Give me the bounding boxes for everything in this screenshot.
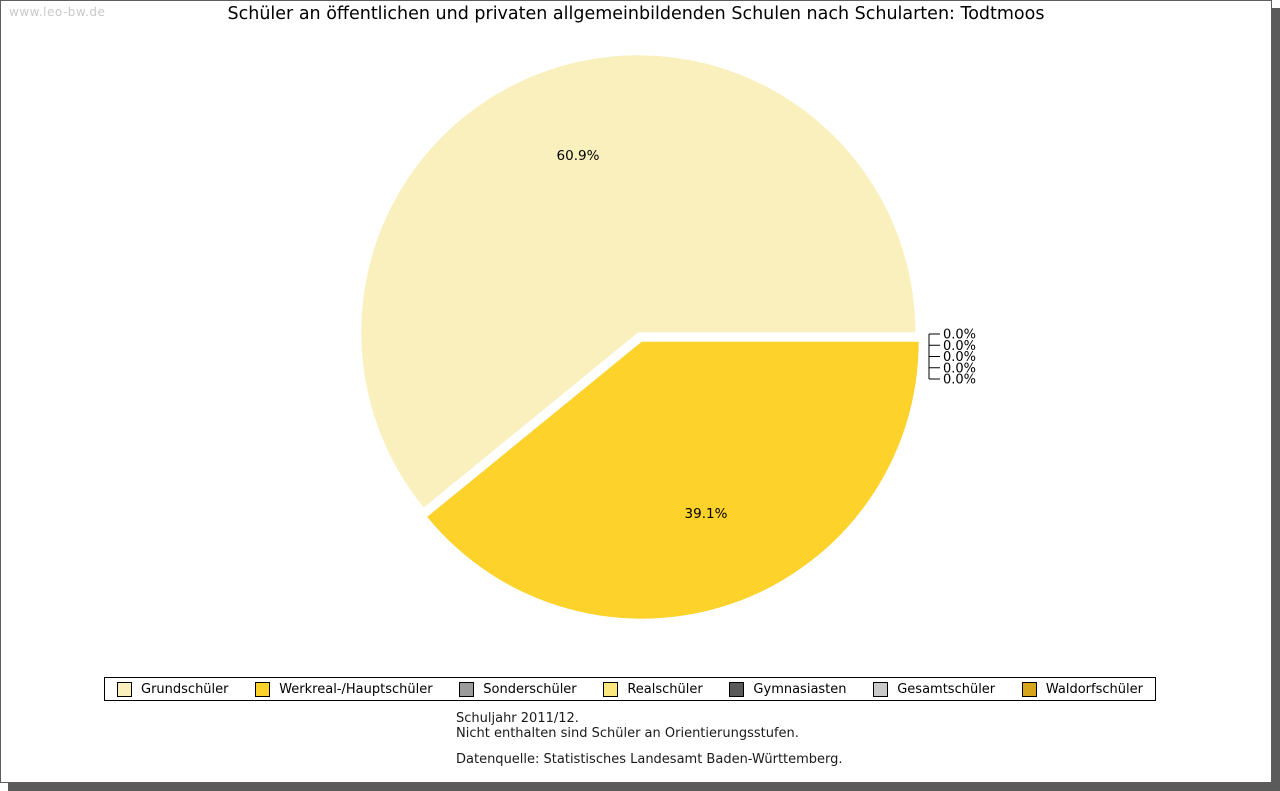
legend-item: Gymnasiasten [729,681,847,697]
pie-slice-1 [427,341,919,619]
footnote-schoolyear: Schuljahr 2011/12. [456,711,579,726]
slice-value-label: 39.1% [685,506,728,522]
legend-swatch [1021,681,1037,697]
legend-item: Waldorfschüler [1021,681,1143,697]
legend-swatch [729,681,745,697]
pie-slice-0 [361,55,916,508]
chart-title: Schüler an öffentlichen und privaten all… [227,4,1045,24]
legend-item: Realschüler [603,681,703,697]
footnote-source: Datenquelle: Statistisches Landesamt Bad… [456,752,843,767]
legend-swatch [459,681,475,697]
slice-value-label: 60.9% [557,148,600,164]
legend-label: Sonderschüler [483,681,577,697]
zero-slice-label: 0.0% [943,361,976,376]
zero-slice-label: 0.0% [943,350,976,365]
legend-swatch [603,681,619,697]
footnotes: Schuljahr 2011/12. Nicht enthalten sind … [456,711,843,767]
legend-swatch [873,681,889,697]
legend-label: Gesamtschüler [897,681,996,697]
legend-swatch [117,681,132,697]
legend-item: Gesamtschüler [873,681,996,697]
legend: Grundschüler Werkreal-/Hauptschüler Sonder… [104,677,1156,701]
watermark: www.leo-bw.de [9,5,106,19]
zero-slice-label: 0.0% [943,339,976,354]
legend-item: Sonderschüler [459,681,577,697]
legend-swatch [255,681,271,697]
legend-label: Realschüler [627,681,703,697]
legend-item: Werkreal-/Hauptschüler [255,681,433,697]
legend-label: Werkreal-/Hauptschüler [279,681,433,697]
footnote-note: Nicht enthalten sind Schüler an Orientie… [456,726,799,741]
legend-label: Grundschüler [141,681,229,697]
legend-label: Gymnasiasten [753,681,847,697]
legend-label: Waldorfschüler [1045,681,1143,697]
legend-item: Grundschüler [117,681,229,697]
zero-slice-label: 0.0% [943,328,976,343]
zero-slice-label: 0.0% [943,373,976,388]
